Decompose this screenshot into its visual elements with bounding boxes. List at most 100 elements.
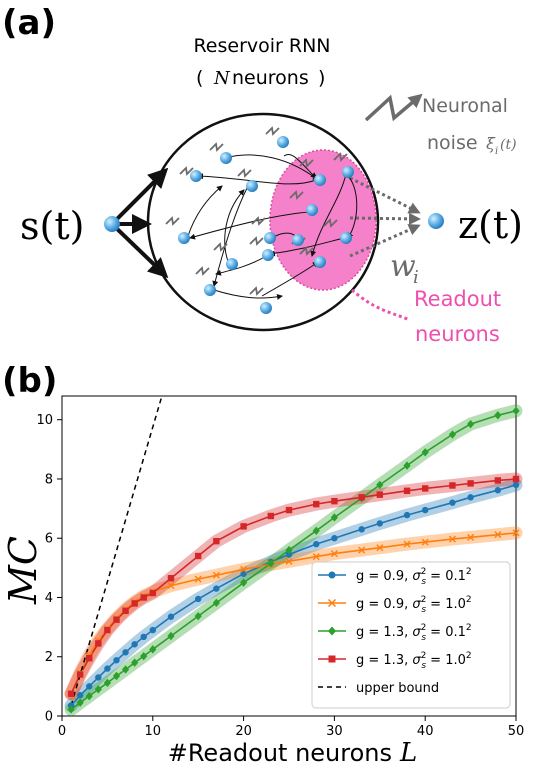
series-1-point <box>167 613 175 620</box>
series-1-point <box>76 692 84 699</box>
series-3-point <box>312 526 320 536</box>
series-2-point <box>403 540 411 548</box>
connection <box>310 173 347 257</box>
series-3-point <box>149 645 157 654</box>
series-1-point <box>512 481 520 489</box>
series-4-point <box>240 523 247 530</box>
x-tick-label: 20 <box>235 724 252 739</box>
x-tick-label: 10 <box>145 724 162 739</box>
series-4-point <box>449 482 456 489</box>
reservoir-title: Reservoir RNN <box>193 35 330 57</box>
series-4-point <box>313 500 320 508</box>
panel-b-label: (b) <box>2 361 57 401</box>
series-3-point <box>403 461 411 470</box>
series-2-point <box>194 575 202 583</box>
readout-arrow-1 <box>349 176 421 214</box>
recurrent-connections <box>187 154 358 300</box>
series-1-point <box>422 506 429 514</box>
series-markers <box>67 406 520 714</box>
series-2-point <box>421 538 429 546</box>
readout-arrow-3 <box>349 224 421 258</box>
series-4-point <box>140 594 147 601</box>
series-4-point <box>213 537 220 545</box>
noise-zigzag-icon <box>213 242 228 252</box>
series-4-point <box>67 690 75 697</box>
series-4-point <box>403 487 411 495</box>
noise-zigzag-icon <box>265 126 280 136</box>
neuron <box>306 204 318 216</box>
series-3-point <box>376 480 384 490</box>
legend-entry: g = 0.9, σ2 s = 0.12 <box>318 567 472 587</box>
noise-label-line2: noise <box>427 132 478 154</box>
noise-symbol-argument: (t) <box>500 137 517 153</box>
series-3-point <box>112 671 121 681</box>
legend-label: g = 0.9, σ2 s = 1.02 <box>356 595 472 615</box>
series-3-point <box>94 685 102 694</box>
subtitle-n-variable: N <box>213 68 231 89</box>
series-2-point <box>376 544 384 552</box>
series-1-point <box>494 487 502 494</box>
series-4-point <box>422 485 429 492</box>
series-1-point <box>113 657 120 664</box>
series-4-point <box>122 607 129 615</box>
series-1-point <box>149 626 156 634</box>
x-tick-label: 40 <box>417 724 434 739</box>
noise-zigzag-icon <box>237 168 252 178</box>
noise-label-line1: Neuronal <box>422 95 508 117</box>
neuron <box>226 258 238 270</box>
neuron <box>314 256 326 268</box>
series-4-point <box>376 491 383 498</box>
x-axis-label-variable: L <box>399 738 417 766</box>
legend: g = 0.9, σ2 s = 0.12 g = 0.9, σ2 s = 1.02 g … <box>311 561 511 709</box>
connection <box>283 154 317 179</box>
series-1-point <box>95 674 102 681</box>
series-4-point <box>512 475 520 483</box>
y-tick-label: 2 <box>45 650 53 665</box>
connection <box>345 173 358 239</box>
readout-region <box>269 149 377 291</box>
reservoir-neurons <box>178 136 354 314</box>
neuron <box>342 166 354 178</box>
series-1-point <box>195 595 202 603</box>
mc-chart: 0 10 20 30 40 50 0 2 4 6 8 10 <box>36 395 524 739</box>
noise-symbol: ξ <box>486 134 496 153</box>
series-1-point <box>140 633 147 641</box>
series-3-point <box>167 631 175 641</box>
input-label: s(t) <box>20 204 84 248</box>
y-tick-label: 4 <box>45 591 53 606</box>
series-3-point <box>330 513 338 522</box>
noise-zigzag-icon <box>289 190 304 200</box>
x-tick-label: 50 <box>508 724 525 739</box>
noise-zigzag-icon <box>333 152 348 162</box>
series-3-point <box>448 430 457 439</box>
series-2-point <box>285 557 293 565</box>
noise-zigzag-icon <box>299 246 314 256</box>
series-1-point <box>131 641 138 648</box>
y-tick-label: 8 <box>45 472 53 487</box>
series-1-point <box>331 535 338 542</box>
series-4-point <box>76 671 84 678</box>
panel-b: (b) 0 10 20 30 40 50 0 2 4 6 8 10 MC #Readout neuro… <box>1 361 524 766</box>
series-4-point <box>494 477 502 484</box>
y-tick-label: 10 <box>36 413 53 428</box>
y-axis-label: MC <box>1 536 45 605</box>
series-4-point <box>285 506 293 514</box>
legend-swatch-marker <box>327 598 337 608</box>
readout-label-line2: neurons <box>415 322 500 346</box>
series-4-point <box>131 600 138 607</box>
legend-box <box>311 561 511 709</box>
legend-swatch-marker <box>328 571 336 579</box>
series-4-point <box>267 512 275 520</box>
plot-frame <box>61 395 517 717</box>
noise-zigzag-icon <box>249 286 264 296</box>
series-1-point <box>213 585 220 592</box>
series-3-point <box>67 705 75 714</box>
legend-label: g = 1.3, σ2 s = 0.12 <box>356 623 472 643</box>
connection <box>269 237 345 257</box>
axis-ticks: 0 10 20 30 40 50 0 2 4 6 8 10 <box>36 413 524 739</box>
noise-zigzag-icon <box>165 216 180 226</box>
legend-label: g = 1.3, σ2 s = 1.02 <box>356 651 472 671</box>
series-4-point <box>331 497 338 505</box>
series-3-point <box>467 419 475 429</box>
